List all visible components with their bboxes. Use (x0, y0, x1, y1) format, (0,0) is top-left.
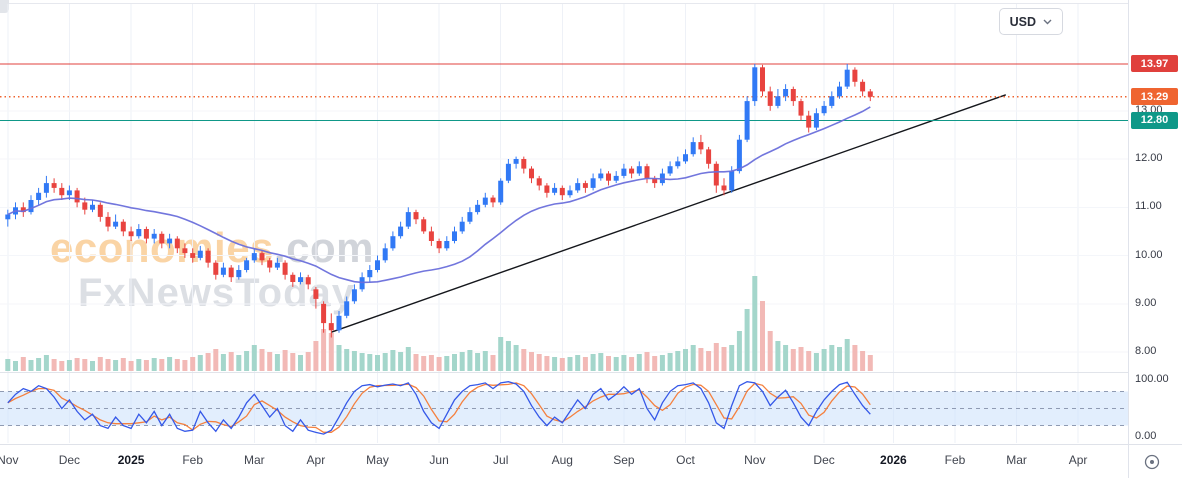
price-axis-label: 12.00 (1135, 152, 1163, 164)
time-axis-label: Apr (1068, 453, 1088, 467)
price-axis-border (1128, 0, 1129, 478)
time-axis-label: Mar (243, 453, 265, 467)
time-axis-label: Nov (744, 453, 766, 467)
time-axis-border (0, 444, 1182, 445)
time-axis-label: Mar (1006, 453, 1027, 467)
time-axis-label: Jun (429, 453, 449, 467)
time-axis-label: Sep (613, 453, 635, 467)
time-axis-label: May (366, 453, 389, 467)
time-axis-label: Feb (182, 453, 204, 467)
oscillator-axis-label: 0.00 (1135, 430, 1157, 442)
moving-average-line[interactable] (7, 106, 871, 284)
time-axis-label: Oct (676, 453, 695, 467)
level-lines[interactable] (0, 63, 1128, 122)
grid-layer (0, 4, 1128, 443)
panel-fragment (0, 0, 9, 13)
price-level-badge: 12.80 (1131, 111, 1178, 129)
time-axis-label: Dec (58, 453, 81, 467)
price-axis[interactable]: 13.00 12.00 11.00 10.00 9.00 8.00 100.00 0.00 13… (1129, 0, 1182, 444)
oscillator-axis-label: 100.00 (1135, 373, 1169, 385)
price-chart-pane[interactable]: economies.com FxNewsToday (0, 0, 1128, 445)
time-axis-label: Feb (944, 453, 966, 467)
time-axis-label: Nov (0, 453, 19, 467)
time-axis[interactable]: Nov Dec 2025 Feb Mar Apr May Jun Jul Aug Sep Oct Nov… (0, 445, 1128, 478)
currency-selector-label: USD (1009, 14, 1036, 29)
pane-top-border (0, 3, 1182, 4)
price-axis-label: 8.00 (1135, 345, 1157, 357)
chevron-down-icon (1043, 19, 1052, 24)
price-level-badge: 13.97 (1131, 55, 1178, 73)
time-axis-label: 2025 (117, 453, 145, 467)
chart-canvas[interactable] (0, 0, 1128, 445)
eye-icon (1144, 454, 1160, 470)
volume-layer (5, 276, 873, 371)
time-axis-label: Dec (813, 453, 835, 467)
currency-selector[interactable]: USD (998, 8, 1063, 35)
pane-separator-oscillator[interactable] (0, 372, 1182, 373)
time-axis-label: Apr (306, 453, 326, 467)
axis-settings-button[interactable] (1141, 451, 1163, 473)
time-axis-label: Aug (551, 453, 573, 467)
price-level-badge: 13.29 (1131, 88, 1178, 106)
price-axis-label: 10.00 (1135, 248, 1163, 261)
stochastic-layer (7, 381, 871, 435)
time-axis-label: Jul (493, 453, 509, 467)
trendline[interactable] (331, 94, 1007, 333)
price-axis-label: 11.00 (1135, 200, 1162, 213)
time-axis-label: 2026 (880, 453, 907, 467)
price-axis-label: 9.00 (1135, 296, 1157, 309)
candles-layer (5, 63, 873, 338)
